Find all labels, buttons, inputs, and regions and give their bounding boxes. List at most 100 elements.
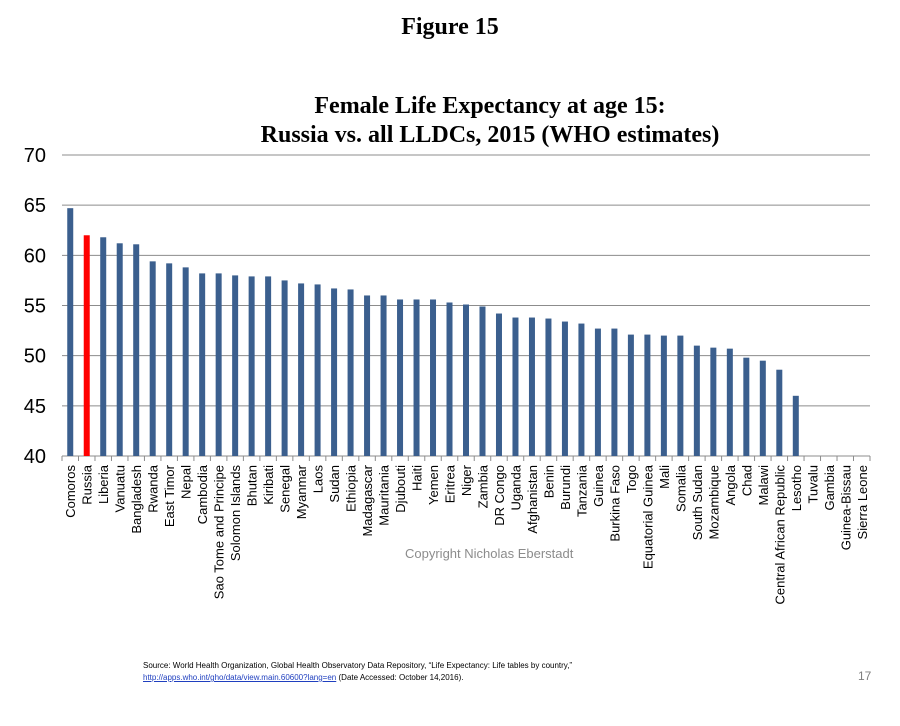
y-tick-label: 40 xyxy=(24,446,46,468)
bar xyxy=(528,317,535,456)
bar xyxy=(776,369,783,456)
figure-label: Figure 15 xyxy=(401,14,499,40)
bar xyxy=(512,317,519,456)
x-tick-label: Burundi xyxy=(558,465,573,510)
bar xyxy=(463,304,469,456)
x-tick-label: Senegal xyxy=(278,465,293,513)
bar xyxy=(265,276,272,456)
x-tick-label: Russia xyxy=(80,464,95,505)
x-tick-label: Comoros xyxy=(63,465,78,518)
bar xyxy=(578,323,585,456)
x-tick-label: Chad xyxy=(739,465,754,496)
bar xyxy=(644,334,651,456)
x-tick-label: Haiti xyxy=(410,465,425,491)
x-tick-label: DR Congo xyxy=(492,465,507,526)
page-number: 17 xyxy=(858,669,872,683)
bar xyxy=(133,244,140,456)
source-text: Source: World Health Organization, Globa… xyxy=(143,661,573,670)
bar xyxy=(660,335,667,456)
bar xyxy=(149,261,156,456)
bar xyxy=(611,328,618,456)
bar xyxy=(677,335,684,456)
x-tick-label: Niger xyxy=(459,464,474,496)
bar xyxy=(380,295,387,456)
x-tick-label: Tanzania xyxy=(574,464,589,517)
bar xyxy=(413,299,420,456)
bar xyxy=(248,276,255,456)
x-tick-label: Afghanistan xyxy=(525,465,540,534)
x-tick-label: Benin xyxy=(541,465,556,498)
bar xyxy=(710,347,717,456)
x-tick-label: East Timor xyxy=(162,464,177,527)
source-accessed: (Date Accessed: October 14,2016). xyxy=(338,673,464,682)
x-tick-label: Sierra Leone xyxy=(855,465,870,539)
y-tick-label: 55 xyxy=(24,296,46,318)
y-tick-label: 45 xyxy=(24,396,46,418)
bar xyxy=(100,237,107,456)
x-tick-label: Mali xyxy=(657,465,672,489)
x-tick-label: Rwanda xyxy=(146,464,161,512)
x-tick-label: Burkina Faso xyxy=(607,465,622,542)
bar xyxy=(430,299,437,456)
x-tick-label: Uganda xyxy=(508,464,523,510)
bar xyxy=(331,288,338,456)
bar xyxy=(166,263,173,456)
bar xyxy=(561,321,568,456)
bar xyxy=(446,302,453,456)
bar xyxy=(199,273,206,456)
bar xyxy=(347,289,354,456)
bar xyxy=(182,267,189,456)
bar xyxy=(116,243,123,456)
x-tick-label: Zambia xyxy=(475,464,490,508)
x-tick-label: Bhutan xyxy=(245,465,260,506)
x-tick-label: Myanmar xyxy=(294,464,309,519)
bar xyxy=(83,235,90,456)
x-tick-label: Equatorial Guinea xyxy=(640,464,655,569)
source-link[interactable]: http://apps.who.int/gho/data/view.main.6… xyxy=(143,673,337,682)
x-tick-label: Malawi xyxy=(756,465,771,506)
x-tick-label: Central African Republic xyxy=(772,465,787,605)
y-tick-label: 70 xyxy=(24,145,46,167)
x-tick-label: Eritrea xyxy=(443,464,458,503)
copyright-watermark: Copyright Nicholas Eberstadt xyxy=(405,546,574,561)
bar xyxy=(215,273,222,456)
bar xyxy=(792,395,799,456)
x-tick-label: Nepal xyxy=(179,465,194,499)
source-note: Source: World Health Organization, Globa… xyxy=(143,660,843,684)
x-tick-label: Angola xyxy=(723,464,738,505)
x-tick-label: Solomon Islands xyxy=(228,465,243,562)
bar xyxy=(397,299,404,456)
bar xyxy=(479,306,486,456)
x-tick-label: Guinea xyxy=(591,464,606,507)
x-tick-label: Kiribati xyxy=(261,465,276,505)
y-tick-label: 65 xyxy=(24,195,46,217)
x-tick-label: Vanuatu xyxy=(113,465,128,512)
x-tick-label: Bangladesh xyxy=(129,465,144,534)
x-tick-label: Tuvalu xyxy=(805,465,820,504)
x-tick-label: Gambia xyxy=(822,464,837,510)
y-tick-label: 60 xyxy=(24,245,46,267)
bar xyxy=(759,360,766,456)
x-tick-label: Yemen xyxy=(426,465,441,505)
x-tick-label: Sudan xyxy=(327,465,342,503)
x-tick-label: Sao Tome and Principe xyxy=(212,465,227,599)
bar xyxy=(232,275,239,456)
x-tick-label: Ethiopia xyxy=(344,464,359,512)
x-tick-label: Cambodia xyxy=(195,464,210,524)
bar xyxy=(314,284,321,456)
bar xyxy=(298,283,305,456)
bar xyxy=(281,280,288,456)
chart-title: Female Life Expectancy at age 15: Russia… xyxy=(190,92,790,150)
bar xyxy=(726,348,733,456)
bar xyxy=(594,328,601,456)
bar xyxy=(364,295,371,456)
bar xyxy=(627,334,634,456)
bar xyxy=(743,357,750,456)
bar xyxy=(545,318,552,456)
x-tick-label: Liberia xyxy=(96,464,111,504)
x-tick-label: Lesotho xyxy=(789,465,804,511)
x-tick-label: Mozambique xyxy=(706,465,721,539)
y-tick-label: 50 xyxy=(24,346,46,368)
bar xyxy=(495,313,502,456)
